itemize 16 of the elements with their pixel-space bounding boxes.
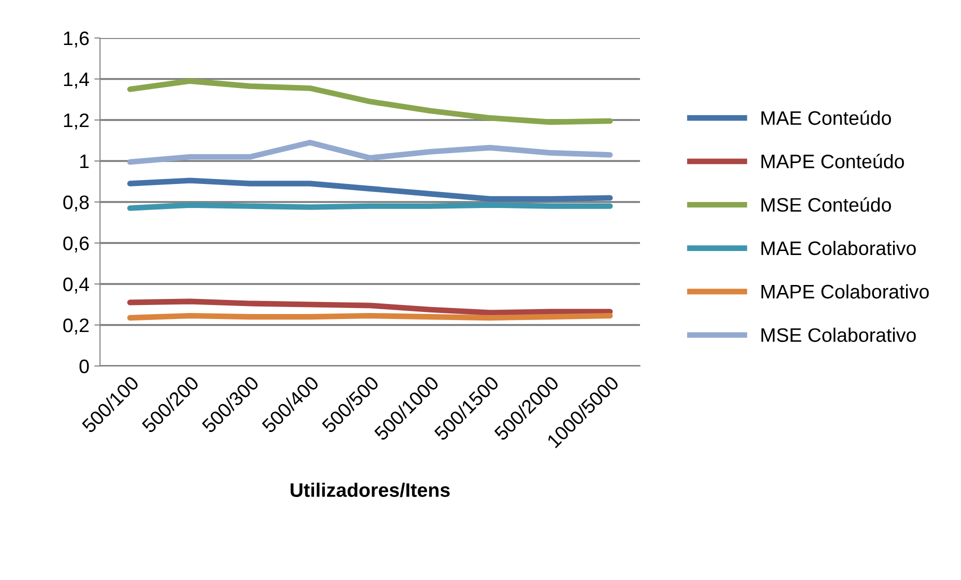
y-tick-label: 1,2 (64, 113, 89, 130)
legend-label: MAPE Conteúdo (761, 154, 904, 168)
legend-label: MSE Conteúdo (761, 197, 891, 212)
legend-label: MAE Conteúdo (761, 110, 891, 125)
y-tick-label: 0,8 (63, 195, 89, 212)
legend-label: MAPE Colaborativo (761, 284, 929, 299)
y-tick-label: 1 (80, 154, 89, 168)
legend-label: MAE Colaborativo (761, 240, 916, 256)
x-axis-title: Utilizadores/Itens (290, 482, 450, 498)
y-tick-label: 0,2 (63, 318, 89, 335)
y-tick-label: 0 (80, 359, 89, 374)
y-tick-label: 1,6 (64, 31, 89, 48)
y-tick-label: 0,4 (63, 277, 90, 294)
y-tick-label: 1,4 (64, 72, 90, 89)
legend-label: MSE Colaborativo (761, 328, 916, 342)
y-tick-label: 0,6 (63, 236, 89, 253)
